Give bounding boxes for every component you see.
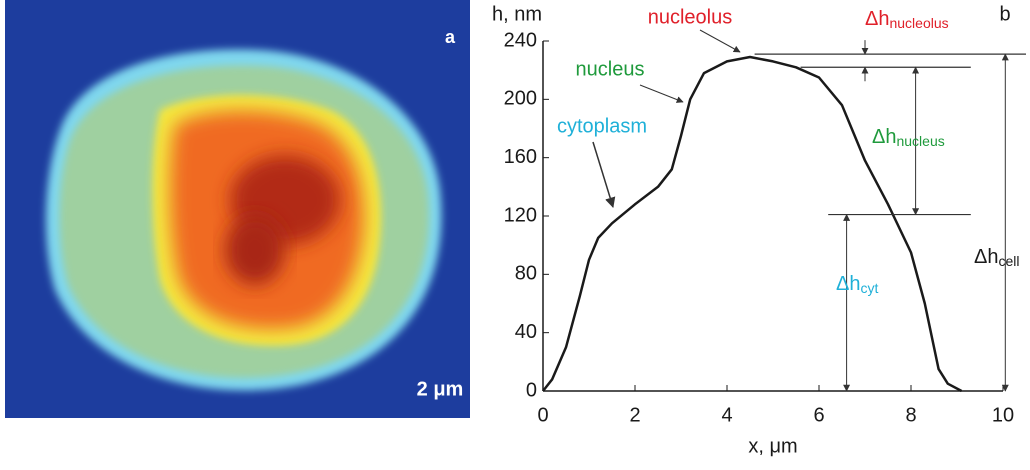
y-tick-label: 120 [504,204,537,226]
delta-subscript: cell [998,253,1019,269]
y-tick-label: 0 [526,379,537,401]
x-tick-label: 10 [992,404,1014,426]
y-tick-label: 240 [504,29,537,51]
delta-symbol: Δh [865,8,889,30]
x-tick-label: 8 [905,404,916,426]
panel-b: h, nm x, μm b 0 40 80 120 160 200 240 0 2 4 6 8 10 nu… [492,3,1026,457]
delta-subscript: nucleus [896,133,944,149]
pointer-arrow [639,84,684,103]
delta-subscript: nucleolus [889,15,948,31]
x-tick-label: 6 [813,404,824,426]
y-tick-label: 160 [504,146,537,168]
y-axis-label: h, nm [492,3,542,25]
x-tick-label: 4 [721,404,732,426]
panel-label: a [445,27,456,47]
y-tick-label: 80 [515,263,537,285]
panel-a: a 2 μm [5,0,470,418]
x-axis-label: x, μm [748,435,797,457]
y-tick-label: 40 [515,321,537,343]
x-tick-label: 0 [537,404,548,426]
delta-label: Δhnucleus [872,126,945,148]
y-tick-label: 200 [504,88,537,110]
scale-bar-label: 2 μm [417,378,464,400]
delta-label: Δhnucleolus [865,8,949,30]
panel-label: b [999,3,1010,25]
profile-line [542,55,963,393]
delta-symbol: Δh [872,126,896,148]
annotation: nucleus [576,58,645,80]
delta-label: Δhcell [974,246,1020,268]
cell-nucleolus [225,215,285,285]
delta-symbol: Δh [974,246,998,268]
annotation: cytoplasm [557,115,647,137]
pointer-arrow [592,141,616,209]
annotation: nucleolus [648,6,733,28]
delta-subscript: cyt [860,280,878,296]
pointer-arrow [699,29,741,53]
delta-symbol: Δh [836,273,860,295]
x-tick-label: 2 [629,404,640,426]
delta-label: Δhcyt [836,273,878,295]
